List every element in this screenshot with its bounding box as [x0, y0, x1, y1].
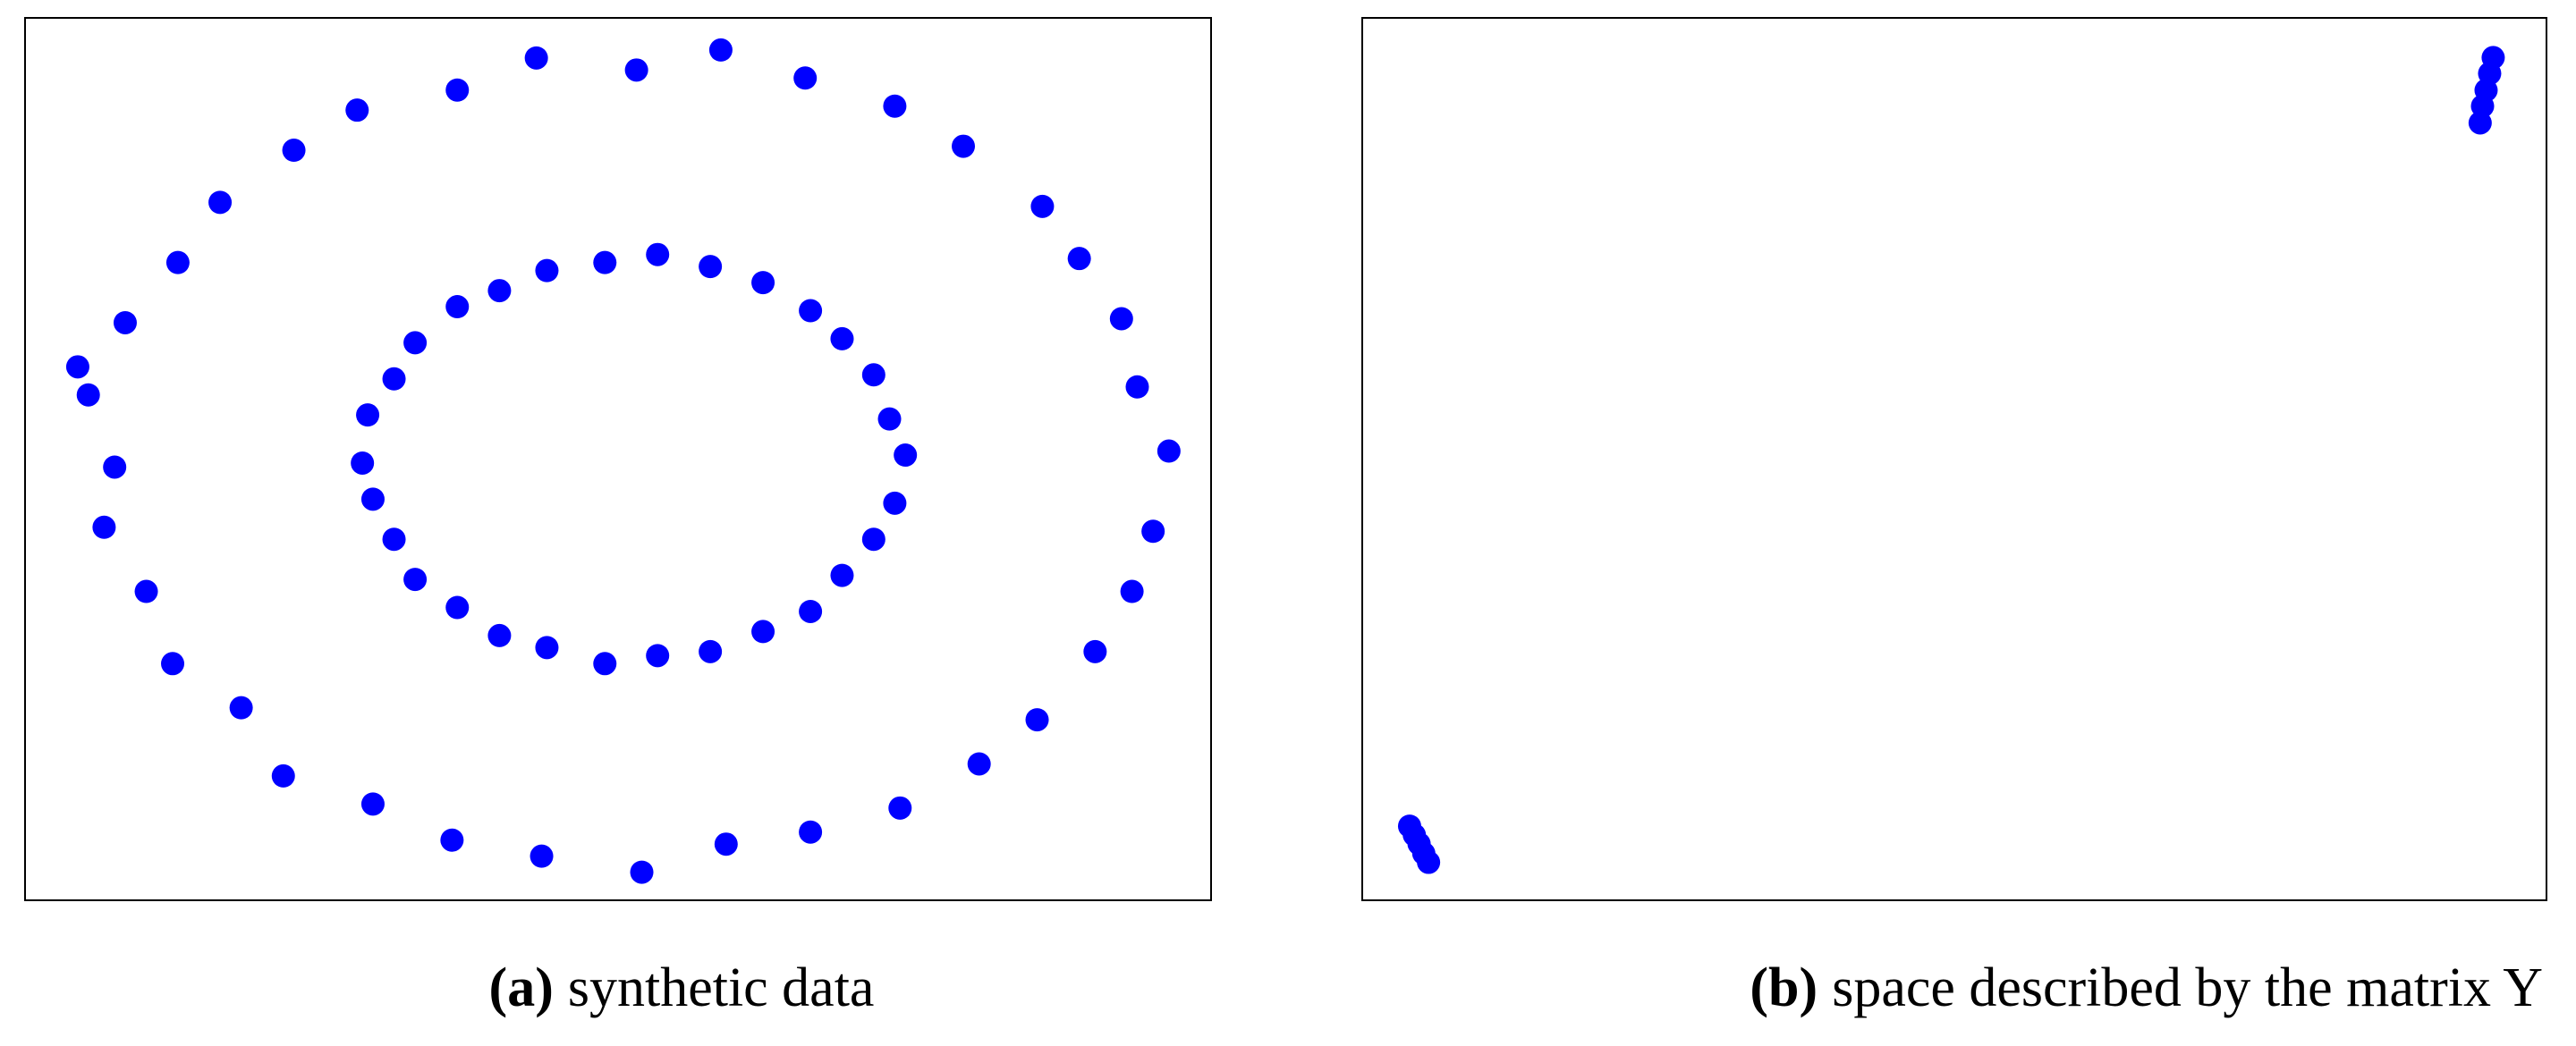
point [1141, 519, 1165, 544]
point [282, 139, 306, 163]
point [793, 66, 818, 90]
point [888, 796, 912, 820]
point [2481, 46, 2505, 70]
point [382, 367, 406, 391]
point [699, 255, 723, 279]
point [445, 78, 470, 102]
point [113, 310, 137, 334]
point [646, 242, 670, 266]
point [535, 258, 559, 283]
point [351, 451, 375, 475]
point [894, 443, 918, 468]
point [92, 515, 116, 539]
point [403, 568, 428, 592]
point [76, 383, 100, 407]
point [830, 326, 854, 350]
point [535, 636, 559, 660]
point [345, 98, 369, 122]
caption: (b) space described by the matrix Y [1750, 957, 2543, 1018]
subplot: (a) synthetic data [24, 17, 1212, 1018]
point [1025, 708, 1049, 732]
point [403, 331, 428, 355]
point [624, 58, 648, 82]
point [360, 792, 385, 816]
point [356, 403, 380, 427]
caption-label: (b) [1750, 957, 1818, 1018]
point [751, 271, 775, 295]
point [65, 355, 89, 379]
point [1030, 194, 1055, 218]
point [530, 844, 554, 868]
point [630, 860, 654, 884]
point [445, 595, 470, 620]
point [861, 527, 886, 552]
point [1067, 247, 1091, 271]
point [208, 190, 233, 215]
caption-label: (a) [489, 957, 554, 1018]
point [1157, 439, 1181, 463]
point [861, 363, 886, 387]
point [883, 491, 907, 515]
point [165, 250, 190, 274]
caption: (a) synthetic data [489, 957, 875, 1018]
plot-frame [24, 17, 1212, 901]
point [799, 820, 823, 844]
point [229, 696, 253, 720]
point [1417, 850, 1441, 874]
caption-text: synthetic data [568, 957, 875, 1018]
point [751, 620, 775, 644]
point [593, 652, 617, 676]
point [1109, 307, 1133, 331]
point [271, 763, 295, 788]
point [830, 563, 854, 587]
point [1125, 375, 1149, 399]
point [1120, 579, 1144, 603]
point [360, 487, 385, 511]
point [524, 46, 548, 70]
point [440, 828, 464, 852]
point [799, 299, 823, 323]
point [967, 752, 991, 776]
point [382, 527, 406, 552]
point [708, 38, 733, 62]
point [883, 94, 907, 118]
point [134, 579, 158, 603]
plot-frame [1361, 17, 2547, 901]
point [799, 599, 823, 623]
point [646, 644, 670, 668]
point [487, 279, 512, 303]
point [1083, 639, 1107, 663]
point [952, 134, 976, 158]
caption-text: space described by the matrix Y [1832, 957, 2543, 1018]
point [877, 407, 902, 431]
subplot: (b) space described by the matrix Y [1361, 17, 2547, 1018]
point [161, 652, 185, 676]
point [714, 832, 738, 856]
point [445, 295, 470, 319]
point [487, 623, 512, 647]
point [103, 455, 127, 479]
point [699, 639, 723, 663]
point [593, 250, 617, 274]
